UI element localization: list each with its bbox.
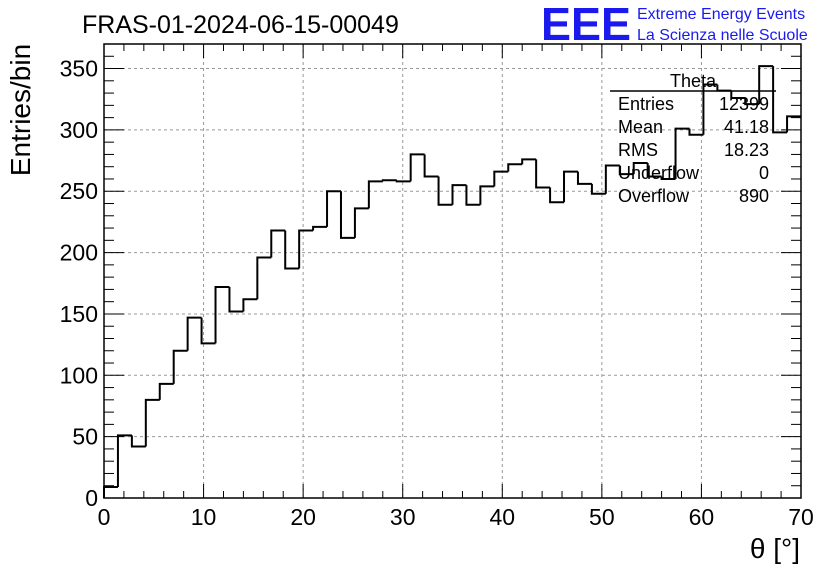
histogram-bin <box>312 225 328 231</box>
histogram-bin <box>604 164 620 194</box>
histogram-bin <box>744 97 760 106</box>
y-tick-label: 350 <box>60 56 98 82</box>
histogram-bin <box>521 158 537 165</box>
histogram-bin <box>451 184 467 205</box>
x-tick-label: 30 <box>390 504 416 530</box>
histogram-bin <box>256 256 272 300</box>
y-tick-label: 300 <box>60 117 98 143</box>
x-tick-label: 10 <box>191 504 217 530</box>
histogram-bin <box>786 115 801 133</box>
plot-border <box>103 43 802 499</box>
y-tick-label: 0 <box>85 485 98 511</box>
plot-frame <box>103 43 802 499</box>
y-tick-label: 100 <box>60 362 98 388</box>
histogram-bin <box>284 230 300 270</box>
histogram-bin <box>409 153 425 182</box>
histogram-bin <box>395 180 411 183</box>
histogram-bin <box>465 185 481 206</box>
histogram-bin <box>103 485 118 498</box>
x-tick-label: 0 <box>98 504 111 530</box>
stats-row-label: Overflow <box>618 186 690 206</box>
histogram-bin <box>674 127 690 179</box>
histogram-bin <box>200 317 216 345</box>
y-axis-label: Entries/bin <box>5 44 36 176</box>
y-tick-label: 250 <box>60 178 98 204</box>
histogram-bin <box>172 349 188 384</box>
histogram-bin <box>144 398 160 447</box>
histogram-bin <box>576 171 592 185</box>
histogram-bin <box>381 179 397 182</box>
y-tick-label: 150 <box>60 301 98 327</box>
histogram-bin <box>158 382 174 400</box>
x-tick-label: 50 <box>589 504 615 530</box>
run-title: FRAS-01-2024-06-15-00049 <box>82 11 399 39</box>
histogram-bin <box>437 176 453 206</box>
stats-row-value: 41.18 <box>724 117 769 137</box>
histogram-bars <box>103 65 801 498</box>
histogram-bin <box>298 229 314 269</box>
histogram-bin <box>646 163 662 178</box>
y-tick-label: 200 <box>60 240 98 266</box>
histogram-bin <box>270 229 286 258</box>
stats-row-label: Entries <box>618 94 674 114</box>
histogram-bin <box>186 316 202 351</box>
histogram-bin <box>660 176 676 180</box>
stats-row-value: 0 <box>759 163 769 183</box>
histogram-bin <box>590 183 606 195</box>
histogram-bin <box>535 159 551 189</box>
histogram-bin <box>618 165 634 176</box>
grid <box>104 44 801 498</box>
histogram-bin <box>716 84 732 92</box>
histogram-bin <box>367 180 383 209</box>
histogram-bin <box>326 190 341 227</box>
histogram-bin <box>353 207 369 238</box>
stats-row-value: 18.23 <box>724 140 769 160</box>
histogram-bin <box>130 435 146 448</box>
x-axis-label: θ [°] <box>750 533 800 564</box>
org-line-1: Extreme Energy Events <box>637 6 805 23</box>
histogram-bin <box>242 298 258 312</box>
x-tick-label: 40 <box>489 504 515 530</box>
histogram-bin <box>507 163 523 172</box>
stats-row-label: Underflow <box>618 163 700 183</box>
histogram-bin <box>549 187 565 204</box>
eee-logo: EEE <box>541 0 631 50</box>
y-tick-label: 50 <box>72 424 98 450</box>
stats-row-value: 12399 <box>719 94 769 114</box>
stats-row-label: Mean <box>618 117 663 137</box>
histogram-bin <box>632 162 648 175</box>
x-tick-label: 20 <box>290 504 316 530</box>
org-line-2: La Scienza nelle Scuole <box>637 27 808 44</box>
histogram-bin <box>116 434 132 487</box>
histogram-bin <box>339 191 355 239</box>
histogram-bin <box>214 285 230 344</box>
x-tick-label: 70 <box>788 504 814 530</box>
stats-box: Theta Entries 12399 Mean 41.18 RMS 18.23 Under… <box>610 71 776 206</box>
stats-title: Theta <box>670 71 717 91</box>
stats-row-label: RMS <box>618 140 658 160</box>
histogram-bin <box>479 185 495 205</box>
x-ticks: 0 10 20 30 40 50 60 70 <box>98 44 814 530</box>
histogram-bin <box>423 154 439 178</box>
histogram-bin <box>702 83 718 135</box>
histogram-bin <box>493 170 509 187</box>
histogram-bin <box>730 90 746 99</box>
histogram-bin <box>772 66 788 134</box>
histogram-bin <box>688 128 704 136</box>
stats-row-value: 890 <box>739 186 769 206</box>
y-ticks: 0 50 100 150 200 250 300 350 <box>60 43 801 511</box>
x-tick-label: 60 <box>689 504 715 530</box>
histogram-bin <box>228 286 244 313</box>
histogram-bin <box>563 170 578 203</box>
